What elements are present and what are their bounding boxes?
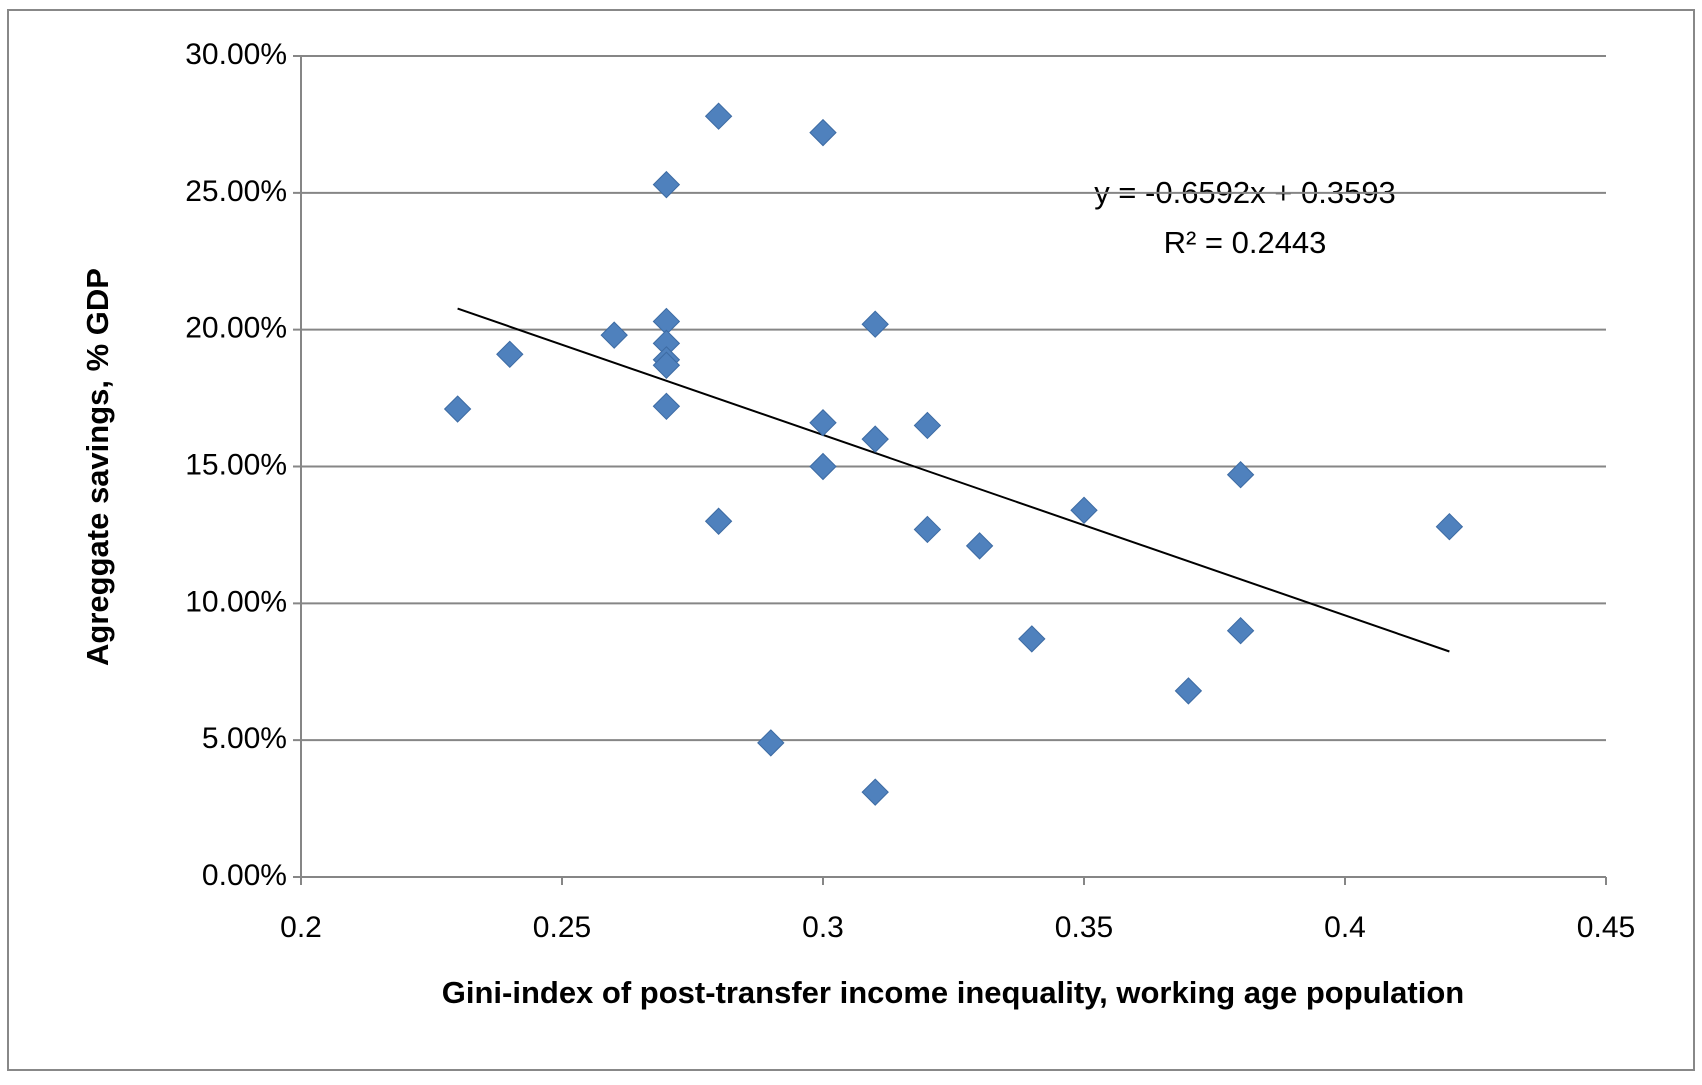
point — [913, 515, 942, 544]
point — [652, 351, 681, 379]
point — [1070, 496, 1098, 524]
y-axis-label: Agreggate savings, % GDP — [80, 268, 115, 666]
y-tick-label: 25.00% — [185, 175, 287, 208]
y-tick-label: 30.00% — [185, 38, 287, 71]
point — [1226, 616, 1255, 645]
trendline — [457, 307, 1450, 653]
y-tick-label: 5.00% — [202, 722, 287, 755]
point — [809, 452, 837, 481]
x-tick-label: 0.2 — [280, 911, 322, 944]
point — [1226, 461, 1255, 489]
x-tick-label: 0.4 — [1324, 911, 1366, 944]
y-tick-label: 20.00% — [185, 312, 287, 345]
x-tick-label: 0.45 — [1577, 911, 1635, 944]
point — [600, 321, 628, 349]
point — [913, 411, 942, 440]
point — [965, 532, 994, 560]
x-tick-label: 0.25 — [533, 911, 591, 944]
x-axis-label: Gini-index of post-transfer income inequ… — [442, 975, 1465, 1010]
x-tick-label: 0.35 — [1055, 911, 1113, 944]
point — [443, 395, 472, 423]
point — [1435, 512, 1464, 541]
point — [652, 170, 681, 199]
point — [757, 729, 785, 757]
trendline-r-squared: R² = 0.2443 — [1164, 225, 1327, 260]
point — [861, 310, 889, 338]
x-tick-label: 0.3 — [802, 911, 844, 944]
point — [1018, 625, 1046, 653]
point — [496, 340, 524, 369]
point — [861, 425, 889, 453]
chart-border — [7, 9, 1695, 1071]
point — [1174, 677, 1203, 705]
point — [809, 118, 837, 147]
y-tick-label: 10.00% — [185, 585, 287, 618]
y-tick-label: 15.00% — [185, 448, 287, 481]
point — [704, 102, 733, 130]
point — [704, 507, 733, 535]
point — [861, 778, 889, 806]
point — [652, 392, 681, 421]
y-tick-label: 0.00% — [202, 859, 287, 892]
point — [809, 409, 837, 437]
